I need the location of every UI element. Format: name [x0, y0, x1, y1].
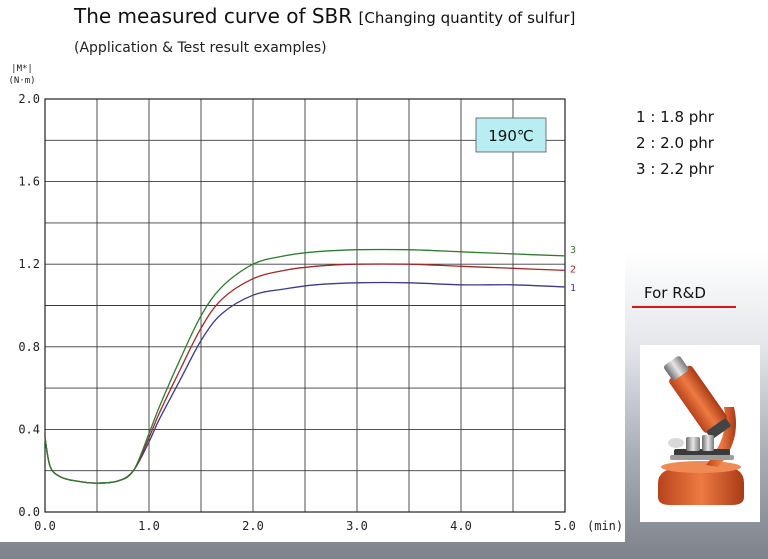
x-tick-label: 1.0 — [138, 519, 160, 533]
rheometer-chart: 0.0 1.0 2.0 3.0 4.0 5.0 0.0 0.4 0.8 1.2 1.6 2.0 |M*|… — [8, 64, 623, 533]
plot-frame — [44, 98, 566, 513]
x-tick-label: 2.0 — [242, 519, 264, 533]
legend-item-value: 1.8 phr — [660, 108, 714, 126]
annotation-box — [475, 117, 547, 153]
series-end-labels: 1 2 3 — [570, 245, 576, 294]
page-title-suffix: [Changing quantity of sulfur] — [358, 9, 576, 27]
legend-item: 2 : 2.0 phr — [636, 134, 714, 152]
y-axis-label: |M*| — [11, 64, 33, 74]
series-label-1: 1 — [570, 283, 576, 294]
x-tick-label: 3.0 — [346, 519, 368, 533]
page-title-main: The measured curve of SBR — [74, 4, 353, 28]
legend-item-value: 2.0 phr — [660, 134, 714, 152]
axes: 0.0 1.0 2.0 3.0 4.0 5.0 0.0 0.4 0.8 1.2 1.6 2.0 |M*|… — [8, 64, 623, 533]
chart-panel: 0.0 1.0 2.0 3.0 4.0 5.0 0.0 0.4 0.8 1.2 1.6 2.0 |M*|… — [0, 62, 625, 542]
y-tick-label: 0.0 — [18, 505, 40, 519]
legend-item: 1 : 1.8 phr — [636, 108, 714, 126]
legend-item: 3 : 2.2 phr — [636, 160, 714, 178]
y-tick-label: 1.6 — [18, 175, 40, 189]
annotation-text: 190℃ — [488, 127, 533, 145]
legend-item-number: 2 — [636, 134, 646, 152]
legend-item-number: 1 — [636, 108, 646, 126]
x-axis-label: (min) — [587, 519, 623, 533]
microscope-icon — [658, 356, 744, 505]
rd-label: For R&D — [644, 284, 706, 302]
x-tick-label: 4.0 — [450, 519, 472, 533]
temperature-annotation: 190℃ — [475, 117, 547, 153]
x-tick-label: 5.0 — [554, 519, 576, 533]
series-label-3: 3 — [570, 245, 576, 256]
microscope-photo — [640, 345, 760, 522]
x-tick-label: 0.0 — [34, 519, 56, 533]
series-lines — [44, 248, 566, 484]
y-axis-unit: (N·m) — [8, 76, 35, 86]
series-line-3 — [44, 248, 566, 484]
legend-item-number: 3 — [636, 160, 646, 178]
page-subtitle: (Application & Test result examples) — [74, 40, 327, 56]
y-tick-label: 0.8 — [18, 340, 40, 354]
y-tick-label: 2.0 — [18, 92, 40, 106]
y-tick-label: 1.2 — [18, 257, 40, 271]
legend-item-value: 2.2 phr — [660, 160, 714, 178]
series-label-2: 2 — [570, 264, 576, 275]
grid — [44, 98, 566, 513]
y-tick-label: 0.4 — [18, 422, 40, 436]
sulfur-legend: 1 : 1.8 phr 2 : 2.0 phr 3 : 2.2 phr — [636, 104, 714, 182]
page-title: The measured curve of SBR [Changing quan… — [74, 4, 575, 28]
rd-underline — [632, 306, 736, 308]
